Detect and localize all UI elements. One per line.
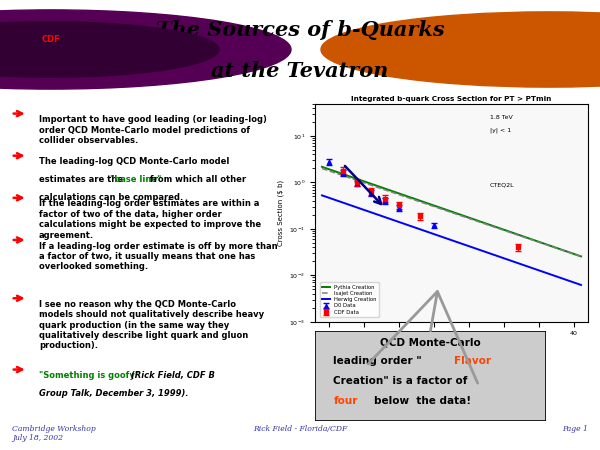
Title: Integrated b-quark Cross Section for PT > PTmin: Integrated b-quark Cross Section for PT … xyxy=(352,96,551,102)
Text: below  the data!: below the data! xyxy=(374,396,471,405)
Herwig Creation xyxy=(367,209,374,215)
Line: Pythia Creation: Pythia Creation xyxy=(322,167,581,256)
Text: If a leading-log order estimate is off by more than
a factor of two, it usually : If a leading-log order estimate is off b… xyxy=(39,242,278,271)
X-axis label: PTmin (GeV/c): PTmin (GeV/c) xyxy=(427,342,476,349)
Line: Herwig Creation: Herwig Creation xyxy=(322,195,581,285)
Pythia Creation xyxy=(577,254,584,259)
Text: If the leading-log order estimates are within a
factor of two of the data, highe: If the leading-log order estimates are w… xyxy=(39,199,261,240)
Text: Cambridge Workshop
July 18, 2002: Cambridge Workshop July 18, 2002 xyxy=(12,425,96,442)
Text: (Rick Field, CDF B: (Rick Field, CDF B xyxy=(128,371,215,380)
Herwig Creation xyxy=(329,196,336,202)
Text: from which all other: from which all other xyxy=(147,175,246,184)
Herwig Creation xyxy=(319,193,326,198)
FancyBboxPatch shape xyxy=(315,331,546,421)
Legend: Pythia Creation, Isajet Creation, Herwig Creation, D0 Data, CDF Data: Pythia Creation, Isajet Creation, Herwig… xyxy=(320,283,379,317)
Line: Isajet Creation: Isajet Creation xyxy=(322,168,581,256)
Text: at the Tevatron: at the Tevatron xyxy=(211,61,389,81)
Herwig Creation xyxy=(577,282,584,288)
Text: The Sources of b-Quarks: The Sources of b-Quarks xyxy=(155,20,445,40)
Text: Page 1: Page 1 xyxy=(562,425,588,433)
Text: leading order ": leading order " xyxy=(334,356,422,366)
Text: CDF: CDF xyxy=(41,35,61,44)
Herwig Creation xyxy=(565,278,572,283)
Text: "Something is goofy": "Something is goofy" xyxy=(39,371,139,380)
Text: |y| < 1: |y| < 1 xyxy=(490,128,511,133)
Text: Group Talk, December 3, 1999).: Group Talk, December 3, 1999). xyxy=(39,389,188,398)
Circle shape xyxy=(0,10,291,89)
Herwig Creation xyxy=(334,198,341,203)
Text: CTEQ2L: CTEQ2L xyxy=(490,182,514,188)
Text: I see no reason why the QCD Monte-Carlo
models should not qualitatively describe: I see no reason why the QCD Monte-Carlo … xyxy=(39,300,264,351)
Isajet Creation xyxy=(555,246,562,252)
Isajet Creation xyxy=(319,166,326,171)
Pythia Creation xyxy=(329,168,336,173)
Herwig Creation xyxy=(555,274,562,280)
Pythia Creation xyxy=(565,249,572,255)
Text: Creation" is a factor of: Creation" is a factor of xyxy=(334,376,468,386)
Text: 1.8 TeV: 1.8 TeV xyxy=(490,115,512,120)
Text: calculations can be compared.: calculations can be compared. xyxy=(39,193,183,202)
Isajet Creation xyxy=(577,254,584,259)
Text: "base line": "base line" xyxy=(110,175,161,184)
Isajet Creation xyxy=(565,249,572,255)
Y-axis label: Cross Section ($ b): Cross Section ($ b) xyxy=(277,180,284,246)
Text: Important to have good leading (or leading-log)
order QCD Monte-Carlo model pred: Important to have good leading (or leadi… xyxy=(39,115,267,145)
Isajet Creation xyxy=(334,171,341,176)
Herwig Creation xyxy=(388,216,395,222)
Text: four: four xyxy=(334,396,358,405)
Isajet Creation xyxy=(329,169,336,175)
Isajet Creation xyxy=(388,189,395,194)
Text: Flavor: Flavor xyxy=(454,356,491,366)
Pythia Creation xyxy=(319,164,326,170)
Text: QCD Monte-Carlo: QCD Monte-Carlo xyxy=(380,338,481,348)
Circle shape xyxy=(321,12,600,87)
Circle shape xyxy=(0,22,219,77)
Pythia Creation xyxy=(388,188,395,194)
Pythia Creation xyxy=(334,170,341,175)
Text: Rick Field - Florida/CDF: Rick Field - Florida/CDF xyxy=(253,425,347,433)
Isajet Creation xyxy=(367,182,374,188)
Text: The leading-log QCD Monte-Carlo model: The leading-log QCD Monte-Carlo model xyxy=(39,158,229,166)
Text: estimates are the: estimates are the xyxy=(39,175,126,184)
Pythia Creation xyxy=(367,181,374,186)
Pythia Creation xyxy=(555,246,562,252)
